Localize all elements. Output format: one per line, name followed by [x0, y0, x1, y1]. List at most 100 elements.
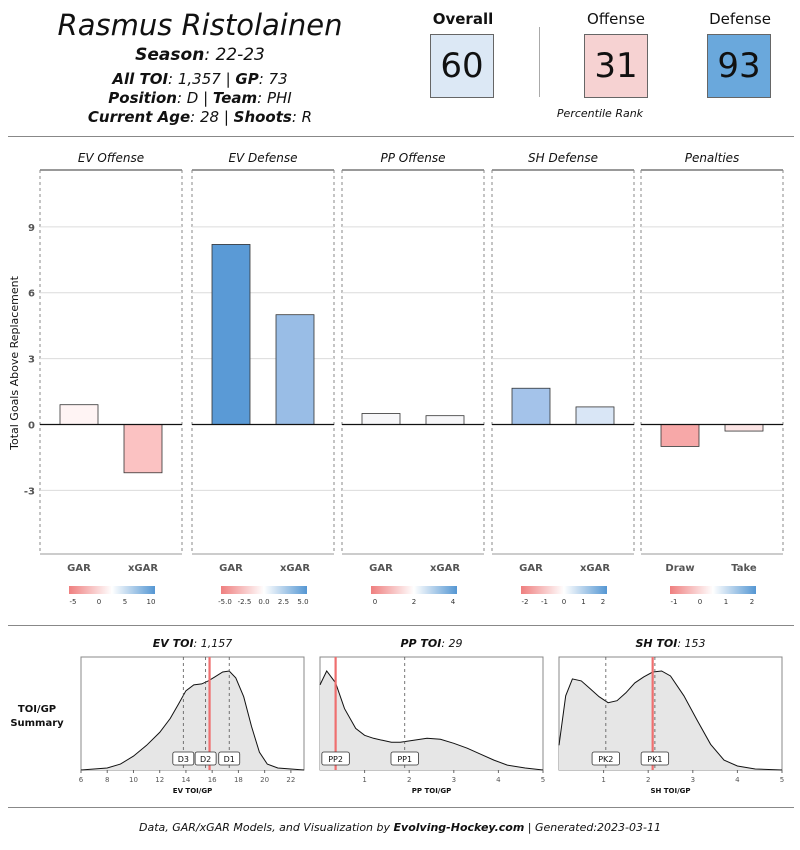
rank-divider — [539, 27, 540, 97]
toi-panel-title: SH TOI: 153 — [635, 637, 705, 650]
y-tick-label: 3 — [28, 355, 35, 366]
toi-panel-title: EV TOI: 1,157 — [153, 637, 233, 650]
x-tick-label: 2 — [407, 776, 411, 784]
density-area — [320, 671, 543, 770]
gp-label: GP — [235, 70, 259, 88]
toi-title-label: SH TOI — [635, 637, 677, 650]
legend-tick-label: 0.0 — [258, 598, 269, 606]
shoots-label: Shoots — [233, 108, 292, 126]
y-tick-label: 9 — [28, 223, 35, 234]
toi-panel: SH TOI: 153 PK2 PK1 1 2 3 4 5 SH TOI/GP — [558, 637, 784, 795]
x-tick-label: 12 — [155, 776, 164, 784]
y-tick-label: 0 — [28, 420, 35, 431]
role-marker-label: PP1 — [397, 755, 412, 764]
role-marker-label: PK2 — [598, 755, 613, 764]
x-tick-label: Draw — [665, 563, 694, 574]
bar-panel: Penalties Draw Take -1 0 1 2 — [640, 151, 784, 606]
legend-tick-label: 2 — [601, 598, 605, 606]
x-tick-label: 5 — [541, 776, 545, 784]
overall-rank-label: Overall — [432, 10, 494, 28]
x-tick-label: xGAR — [280, 563, 310, 574]
role-marker-label: D3 — [178, 755, 189, 764]
x-tick-label: GAR — [519, 563, 543, 574]
gp-value: : 73 — [258, 70, 288, 88]
footer-suffix: | Generated:2023-03-11 — [524, 821, 661, 834]
panel-title: EV Defense — [228, 151, 297, 165]
legend-tick-label: 4 — [451, 598, 456, 606]
legend-colorbar — [371, 586, 457, 594]
toi-value: : 1,357 | — [168, 70, 236, 88]
bar-panel: PP Offense GAR xGAR 0 2 4 — [341, 151, 485, 606]
bar-xgar — [425, 415, 465, 425]
x-tick-label: GAR — [369, 563, 393, 574]
footer-prefix: Data, GAR/xGAR Models, and Visualization… — [139, 821, 394, 834]
player-name: Rasmus Ristolainen — [57, 8, 343, 42]
role-marker-box — [591, 751, 620, 766]
bar-gar — [211, 244, 251, 425]
x-tick-label: 3 — [452, 776, 456, 784]
role-marker-box — [321, 751, 350, 766]
role-marker-label: D1 — [224, 755, 235, 764]
legend-tick-label: 2 — [750, 598, 754, 606]
legend-tick-label: 1 — [581, 598, 585, 606]
position-value: : D | — [176, 89, 213, 107]
bar-draw — [660, 424, 700, 447]
season-value: : 22-23 — [204, 45, 265, 65]
toi-title-value: : 1,157 — [194, 637, 233, 650]
panel-title: EV Offense — [78, 151, 144, 165]
legend-colorbar — [221, 586, 307, 594]
toi-panel-title: PP TOI: 29 — [400, 637, 462, 650]
role-marker-label: PK1 — [647, 755, 662, 764]
age-label: Current Age — [87, 108, 191, 126]
role-marker-box — [390, 751, 419, 766]
x-axis-label: EV TOI/GP — [173, 787, 212, 795]
role-marker-label: D2 — [200, 755, 211, 764]
season-line: Season: 22-23 — [0, 45, 400, 65]
density-area — [559, 671, 782, 770]
x-tick-label: 1 — [601, 776, 605, 784]
shoots-value: : R — [291, 108, 313, 126]
legend-tick-label: -2 — [522, 598, 529, 606]
header-divider — [8, 136, 794, 137]
density-area — [81, 671, 304, 770]
legend-tick-label: 2 — [412, 598, 416, 606]
role-marker-box — [640, 751, 670, 766]
legend-colorbar — [69, 586, 155, 594]
toi-panel: EV TOI: 1,157 D3 D2 D1 6 8 10 12 14 16 18 20 22 EV TO… — [79, 637, 305, 795]
age-value: : 28 | — [190, 108, 234, 126]
panel-title: SH Defense — [528, 151, 598, 165]
panel-title: Penalties — [685, 151, 740, 165]
x-tick-label: 6 — [79, 776, 84, 784]
legend-tick-label: -5.0 — [218, 598, 232, 606]
bar-xgar — [123, 424, 163, 474]
defense-rank-box: 93 — [707, 34, 771, 98]
percentile-rank-caption: Percentile Rank — [556, 107, 644, 120]
x-tick-label: GAR — [67, 563, 91, 574]
x-tick-label: 4 — [735, 776, 740, 784]
overall-rank-box: 60 — [430, 34, 494, 98]
bar-panel: EV Defense GAR xGAR -5.0 -2.5 0.0 2.5 5.0 — [191, 151, 335, 606]
bar-gar — [361, 413, 401, 425]
legend-tick-label: 0 — [698, 598, 702, 606]
x-tick-label: GAR — [219, 563, 243, 574]
y-tick-label: -3 — [24, 486, 35, 497]
x-tick-label: 14 — [181, 776, 190, 784]
toi-title-label: EV TOI — [153, 637, 194, 650]
x-tick-label: 4 — [496, 776, 501, 784]
x-tick-label: 8 — [105, 776, 109, 784]
role-marker-box — [172, 751, 195, 766]
x-tick-label: 10 — [129, 776, 138, 784]
legend-tick-label: 0 — [562, 598, 566, 606]
density-line — [319, 670, 544, 771]
mid-divider — [8, 625, 794, 626]
legend-tick-label: 5 — [123, 598, 127, 606]
legend-tick-label: 10 — [147, 598, 156, 606]
x-tick-label: xGAR — [128, 563, 158, 574]
legend-tick-label: -5 — [70, 598, 77, 606]
x-tick-label: 18 — [234, 776, 243, 784]
bar-xgar — [575, 406, 615, 425]
legend-colorbar — [670, 586, 756, 594]
legend-tick-label: -1 — [541, 598, 548, 606]
bar-take — [724, 424, 764, 432]
